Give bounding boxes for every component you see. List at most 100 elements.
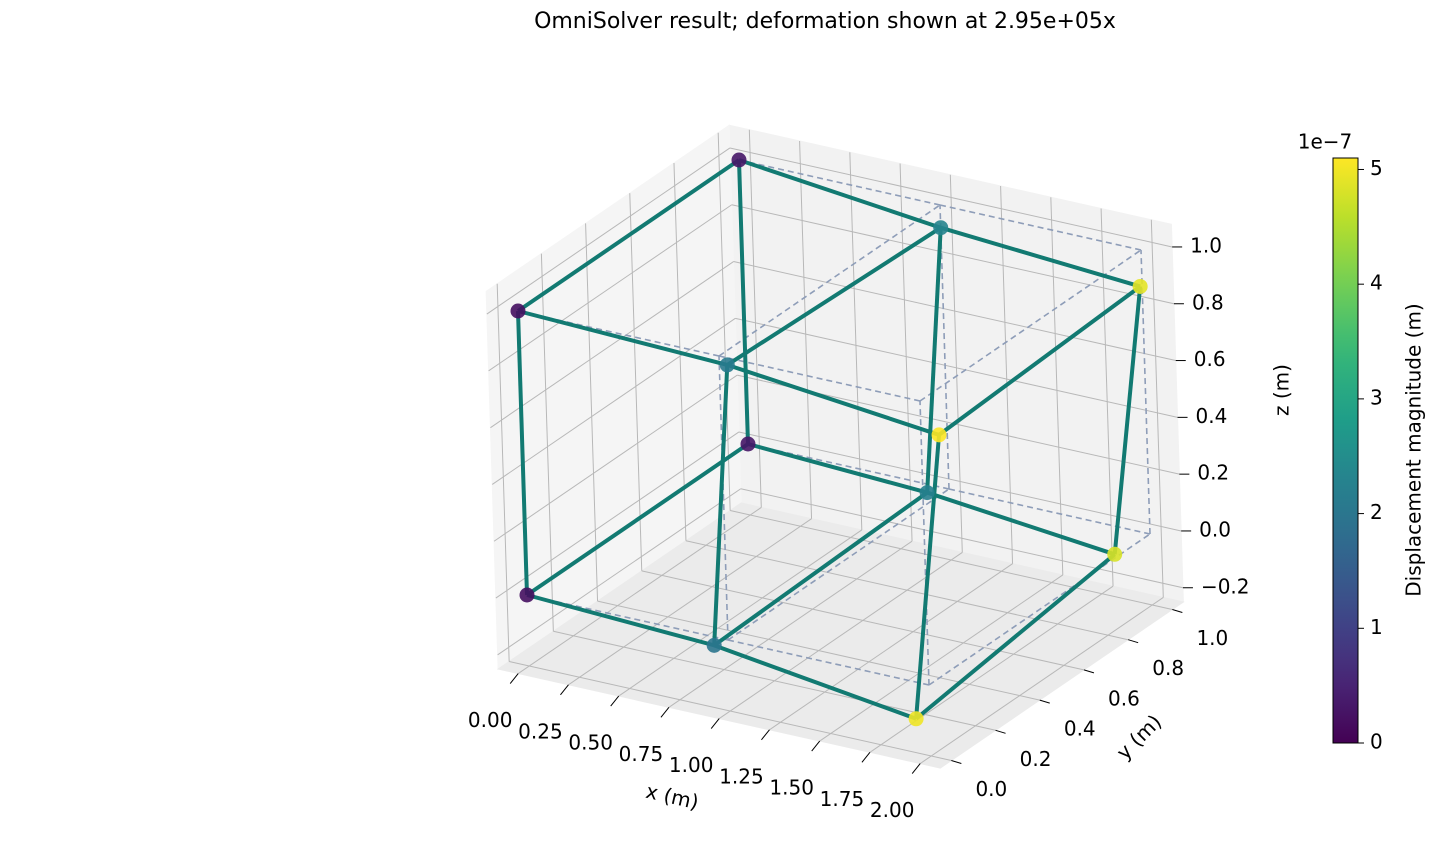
node bbox=[908, 711, 924, 727]
x-tick-label: 0.75 bbox=[619, 742, 664, 766]
x-tick-label: 1.50 bbox=[769, 776, 814, 800]
z-axis-label: z (m) bbox=[1270, 364, 1294, 416]
tick-mark bbox=[610, 695, 620, 707]
node bbox=[931, 427, 947, 443]
tick-mark bbox=[509, 673, 519, 684]
x-axis-label: x (m) bbox=[644, 779, 701, 814]
grid-line bbox=[733, 261, 1176, 362]
tick-mark bbox=[710, 718, 720, 729]
grid-line bbox=[730, 510, 1173, 610]
grid-line bbox=[735, 317, 1178, 418]
colorbar-tick-label: 4 bbox=[1370, 271, 1383, 295]
edge bbox=[713, 490, 929, 647]
grid-line bbox=[718, 552, 963, 719]
undeformed-edge bbox=[727, 639, 930, 686]
y-tick-label: 0.8 bbox=[1152, 656, 1184, 680]
undeformed-edge bbox=[1140, 249, 1151, 535]
grid-line bbox=[1000, 185, 1014, 564]
edge bbox=[726, 226, 942, 367]
node bbox=[740, 436, 756, 452]
grid-line bbox=[949, 174, 963, 553]
z-tick-label: 0.4 bbox=[1196, 404, 1228, 428]
z-tick-label: −0.2 bbox=[1201, 574, 1250, 598]
edge bbox=[712, 364, 730, 646]
undeformed-edge bbox=[738, 159, 941, 206]
edge bbox=[526, 593, 715, 648]
edge bbox=[737, 159, 750, 445]
grid-line bbox=[618, 529, 863, 697]
undeformed-edge bbox=[939, 204, 950, 490]
grid-line bbox=[585, 223, 599, 602]
grid-line bbox=[919, 597, 1164, 764]
edge bbox=[937, 284, 1142, 437]
edge bbox=[713, 643, 917, 721]
grid-line bbox=[490, 261, 734, 429]
grid-line bbox=[597, 600, 1040, 701]
grid-line bbox=[486, 147, 731, 315]
edge bbox=[516, 310, 529, 596]
colorbar-tick-label: 5 bbox=[1370, 156, 1383, 180]
undeformed-edge bbox=[718, 355, 921, 402]
y-axis-label: y (m) bbox=[1112, 710, 1167, 765]
y-tick-label: 0.6 bbox=[1108, 686, 1140, 710]
colorbar bbox=[1332, 157, 1359, 744]
grid-line bbox=[769, 563, 1013, 731]
tick-mark bbox=[1128, 639, 1139, 644]
node bbox=[731, 152, 747, 168]
edge bbox=[516, 158, 741, 313]
z-tick-label: 0.2 bbox=[1197, 461, 1229, 485]
undeformed-edge bbox=[727, 488, 950, 641]
grid-line bbox=[799, 140, 813, 519]
grid-line bbox=[495, 431, 740, 599]
grid-line bbox=[568, 518, 812, 686]
colorbar-tick-label: 2 bbox=[1370, 500, 1383, 524]
grid-line bbox=[493, 374, 738, 542]
node bbox=[919, 485, 935, 501]
tick-mark bbox=[1083, 669, 1095, 674]
tick-mark bbox=[1172, 609, 1183, 613]
tick-mark bbox=[861, 751, 871, 763]
y-tick-label: 1.0 bbox=[1196, 626, 1228, 650]
grid-line bbox=[509, 661, 952, 761]
edge bbox=[925, 227, 943, 493]
x-tick-label: 0.00 bbox=[468, 708, 513, 732]
x-tick-label: 0.50 bbox=[568, 731, 613, 755]
x-tick-label: 0.25 bbox=[518, 719, 563, 743]
colorbar-tick-label: 1 bbox=[1370, 615, 1383, 639]
x-tick-label: 1.75 bbox=[820, 787, 865, 811]
z-tick-label: 0.0 bbox=[1199, 517, 1231, 541]
edge bbox=[1112, 286, 1143, 555]
edge bbox=[926, 490, 1116, 557]
grid-line bbox=[629, 193, 643, 571]
grid-line bbox=[717, 132, 731, 511]
tick-mark bbox=[761, 729, 770, 741]
edge bbox=[940, 225, 1141, 289]
grid-line bbox=[497, 488, 742, 656]
y-tick-label: 0.0 bbox=[975, 777, 1007, 801]
edge bbox=[525, 442, 750, 597]
tick-mark bbox=[811, 740, 821, 752]
tick-mark bbox=[560, 684, 569, 696]
colorbar-offset: 1e−7 bbox=[1298, 130, 1353, 154]
edge bbox=[726, 363, 940, 437]
undeformed-edge bbox=[939, 204, 1142, 251]
grid-line bbox=[729, 147, 1173, 248]
node bbox=[1107, 546, 1123, 562]
undeformed-edge bbox=[919, 400, 930, 686]
grid-line bbox=[849, 152, 863, 530]
edge bbox=[914, 434, 942, 719]
grid-line bbox=[1150, 219, 1164, 598]
node bbox=[519, 587, 535, 603]
undeformed-edge bbox=[718, 355, 729, 641]
grid-line bbox=[685, 540, 1129, 641]
grid-line bbox=[491, 317, 736, 485]
colorbar-tick-label: 3 bbox=[1370, 385, 1383, 409]
grid-line bbox=[899, 163, 913, 542]
node bbox=[719, 357, 735, 373]
edge bbox=[747, 442, 928, 495]
tick-mark bbox=[660, 706, 670, 718]
node bbox=[933, 220, 949, 236]
grid-line bbox=[748, 129, 762, 508]
y-tick-label: 0.4 bbox=[1064, 717, 1096, 741]
